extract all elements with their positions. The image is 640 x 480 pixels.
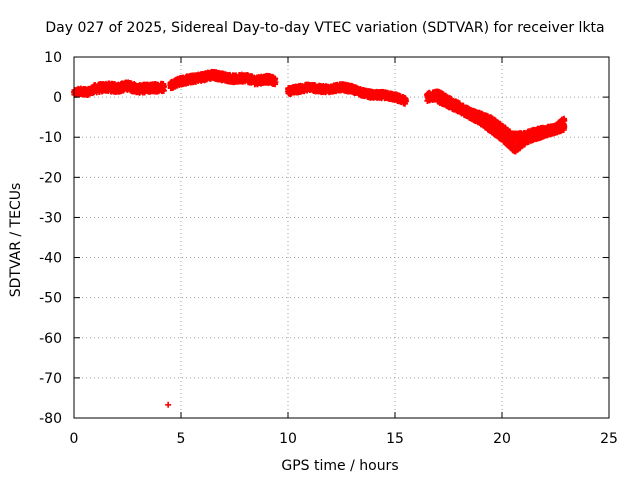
y-tick-label: -40	[39, 251, 62, 267]
x-tick-label: 25	[600, 431, 618, 447]
axis-ticks	[73, 56, 610, 419]
plot-frame	[73, 56, 610, 419]
y-tick-label: 0	[53, 90, 62, 106]
y-tick-labels: 10 0 -10 -20 -30 -40 -50 -60 -70 -80	[39, 50, 62, 427]
x-axis-label: GPS time / hours	[281, 458, 398, 474]
x-tick-label: 5	[177, 431, 186, 447]
x-tick-label: 0	[70, 431, 79, 447]
y-tick-label: -80	[39, 411, 62, 427]
chart-title: Day 027 of 2025, Sidereal Day-to-day VTE…	[45, 20, 604, 36]
y-tick-label: -70	[39, 371, 62, 387]
y-tick-label: -20	[39, 170, 62, 186]
x-tick-labels: 0 5 10 15 20 25	[70, 431, 618, 447]
y-tick-label: -60	[39, 331, 62, 347]
x-tick-label: 15	[386, 431, 404, 447]
grid	[74, 57, 609, 418]
y-tick-label: -50	[39, 291, 62, 307]
y-tick-label: -10	[39, 130, 62, 146]
data-points	[71, 68, 568, 408]
data-point	[272, 79, 279, 86]
y-tick-label: -30	[39, 210, 62, 226]
data-point	[161, 83, 168, 90]
data-point	[165, 401, 172, 408]
x-tick-label: 20	[493, 431, 511, 447]
y-axis-label: SDTVAR / TECUs	[8, 183, 24, 298]
y-tick-label: 10	[44, 50, 62, 66]
x-tick-label: 10	[279, 431, 297, 447]
